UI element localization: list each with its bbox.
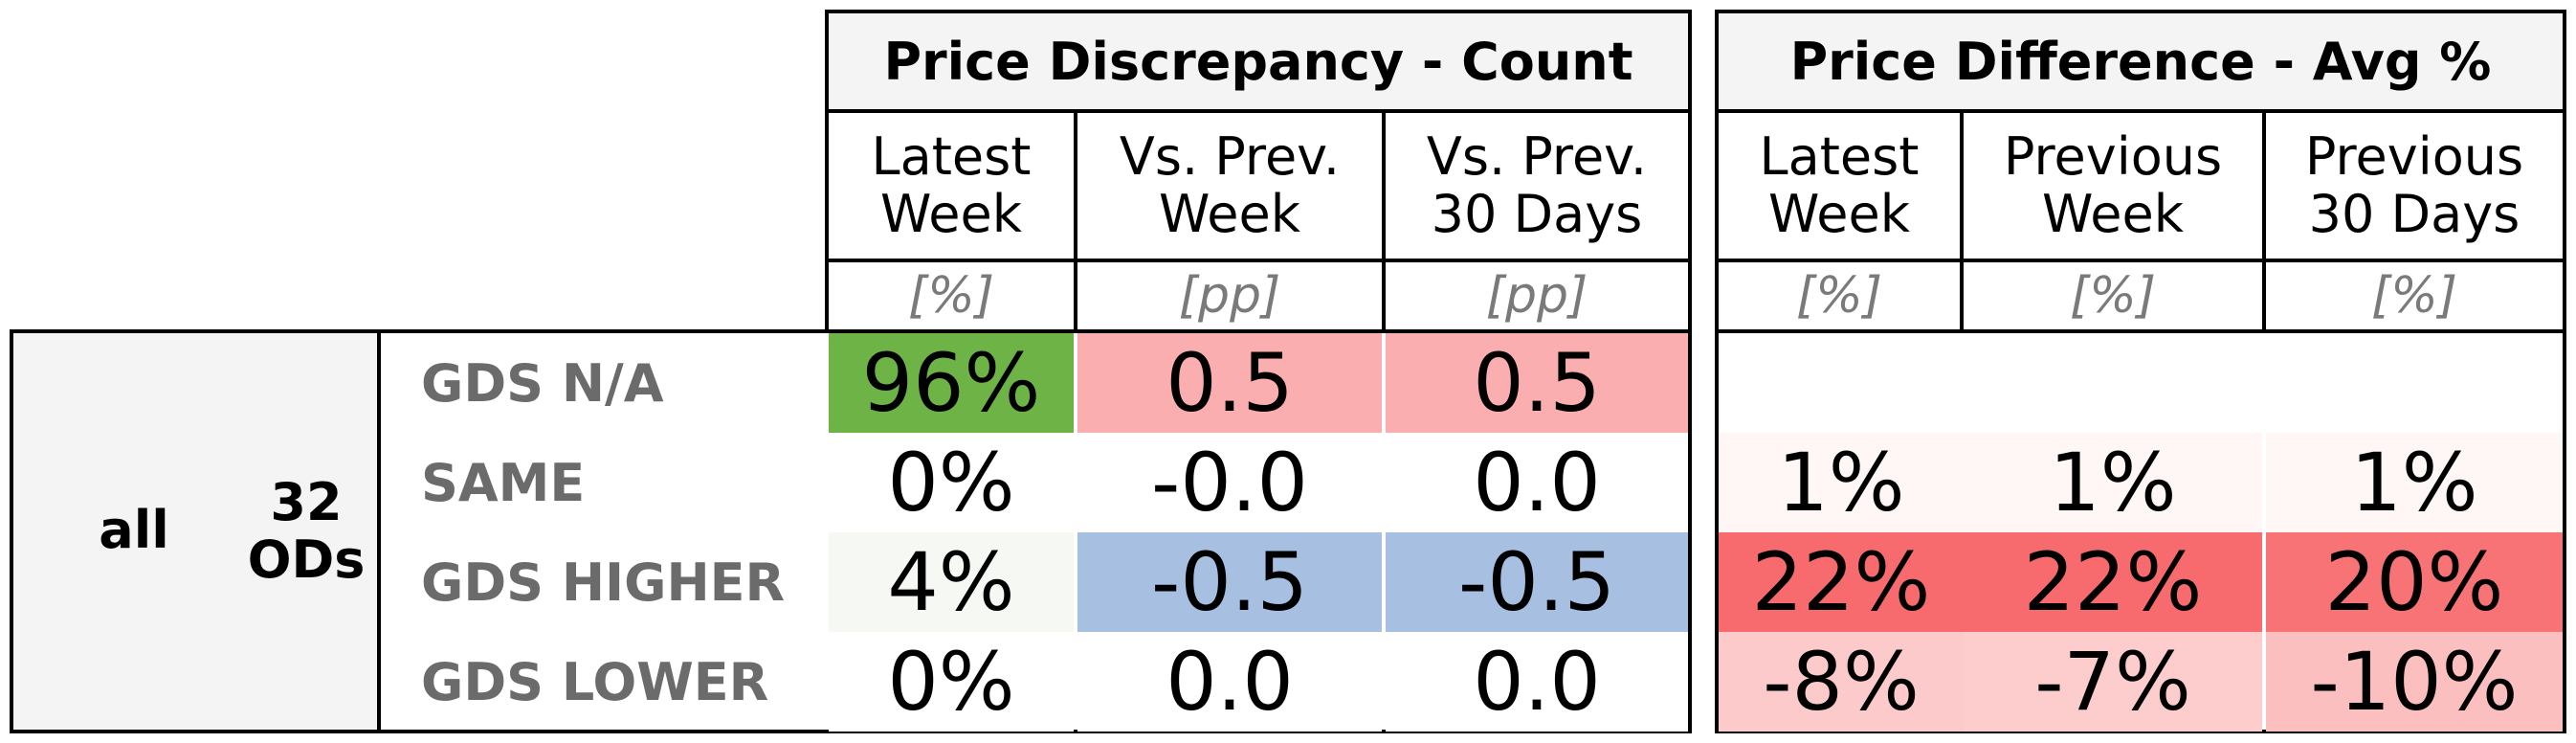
count-cell: -0.5 xyxy=(1077,532,1382,632)
count-cell: -0.0 xyxy=(1077,433,1382,532)
avg-col-header: Latest Week xyxy=(1715,109,1964,262)
count-col-header: Vs. Prev. Week xyxy=(1074,109,1386,262)
row-label: GDS HIGHER xyxy=(421,552,786,613)
count-col-header: Latest Week xyxy=(825,109,1077,262)
count-col-unit: [pp] xyxy=(1074,259,1386,333)
avg-cell xyxy=(1964,333,2262,433)
avg-cell: 22% xyxy=(1719,532,1964,632)
row-label: GDS LOWER xyxy=(421,651,769,712)
avg-col-unit: [%] xyxy=(1960,259,2266,333)
avg-cell xyxy=(2266,333,2563,433)
avg-cell: 1% xyxy=(2266,433,2563,532)
count-cell: 4% xyxy=(829,532,1074,632)
avg-cell: 1% xyxy=(1719,433,1964,532)
avg-cell: 1% xyxy=(1964,433,2262,532)
row-label: SAME xyxy=(421,452,586,513)
avg-table-body xyxy=(1715,329,2566,733)
group-name: all xyxy=(99,499,169,560)
count-col-unit: [pp] xyxy=(1382,259,1692,333)
count-cell: 0.0 xyxy=(1386,632,1688,732)
group-box xyxy=(10,329,381,733)
avg-col-header: Previous 30 Days xyxy=(2262,109,2566,262)
count-cell: 0.5 xyxy=(1386,333,1688,433)
group-count: 32 ODs xyxy=(247,472,366,590)
count-cell: 0.5 xyxy=(1077,333,1382,433)
avg-col-unit: [%] xyxy=(1715,259,1964,333)
avg-cell: 22% xyxy=(1964,532,2262,632)
avg-cell: -8% xyxy=(1719,632,1964,732)
count-cell: 0.0 xyxy=(1077,632,1382,732)
avg-cell xyxy=(1719,333,1964,433)
avg-cell: -7% xyxy=(1964,632,2262,732)
avg-col-unit: [%] xyxy=(2262,259,2566,333)
avg-table-title: Price Difference - Avg % xyxy=(1715,10,2566,113)
count-cell: -0.5 xyxy=(1386,532,1688,632)
count-col-unit: [%] xyxy=(825,259,1077,333)
count-col-header: Vs. Prev. 30 Days xyxy=(1382,109,1692,262)
count-cell: 0% xyxy=(829,632,1074,732)
row-label: GDS N/A xyxy=(421,352,664,414)
avg-col-header: Previous Week xyxy=(1960,109,2266,262)
count-cell: 0% xyxy=(829,433,1074,532)
count-cell: 0.0 xyxy=(1386,433,1688,532)
avg-cell: -10% xyxy=(2266,632,2563,732)
count-cell: 96% xyxy=(829,333,1074,433)
avg-cell: 20% xyxy=(2266,532,2563,632)
count-table-title: Price Discrepancy - Count xyxy=(825,10,1692,113)
